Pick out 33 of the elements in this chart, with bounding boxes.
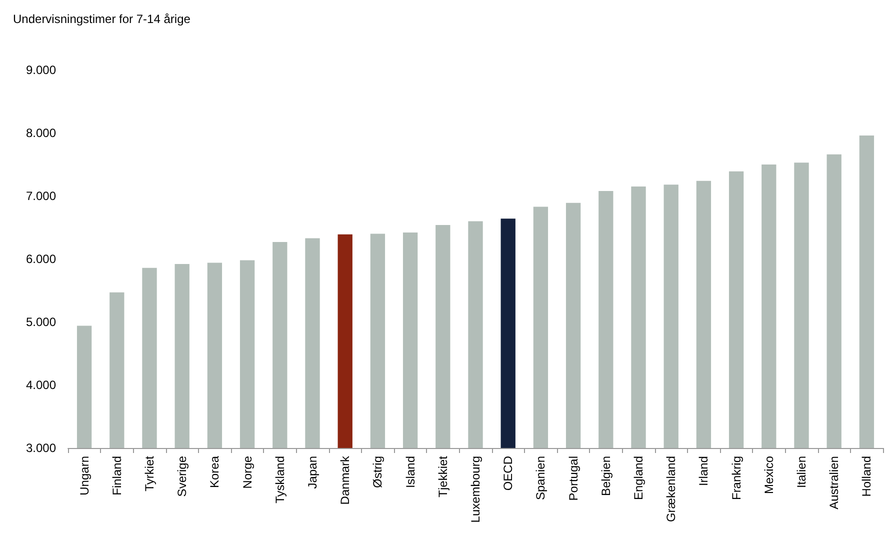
x-tick-label: Ungarn [77, 456, 92, 496]
y-tick-label: 5.000 [26, 315, 56, 329]
x-tick-label: Korea [208, 456, 222, 488]
x-tick-label: Sverige [175, 456, 190, 497]
x-tick-label: Italien [794, 456, 808, 488]
x-tick-label: OECD [501, 456, 516, 491]
x-tick-label: Spanien [534, 456, 548, 500]
x-tick-label: Island [403, 456, 418, 488]
x-tick-label: Holland [860, 456, 874, 497]
y-tick-label: 9.000 [26, 63, 56, 77]
x-tick-label: Japan [306, 456, 320, 489]
y-axis-title: Undervisningstimer for 7-14 årige [13, 12, 191, 26]
x-tick-label: Belgien [598, 456, 613, 496]
x-tick-label: Finland [110, 456, 124, 496]
x-tick-label: Tyskland [272, 456, 287, 504]
x-tick-label: Grækenland [664, 456, 678, 522]
x-tick-label: Irland [696, 456, 711, 486]
x-tick-label: Australien [827, 456, 842, 510]
x-tick-label: England [632, 456, 646, 500]
y-tick-label: 6.000 [26, 252, 56, 266]
x-tick-label: Norge [240, 456, 254, 489]
y-tick-label: 4.000 [26, 378, 56, 392]
x-tick-label: Portugal [566, 456, 580, 501]
x-tick-label: Danmark [338, 455, 352, 505]
x-tick-label: Tyrkiet [142, 455, 156, 492]
y-tick-label: 7.000 [26, 189, 56, 203]
x-tick-label: Tjekkiet [436, 455, 450, 498]
x-tick-label: Luxembourg [468, 456, 482, 523]
y-tick-label: 8.000 [26, 126, 56, 140]
x-tick-label: Mexico [762, 456, 776, 494]
x-tick-label: Østrig [370, 456, 385, 488]
x-tick-label: Frankrig [729, 456, 744, 500]
y-tick-label: 3.000 [26, 441, 56, 455]
